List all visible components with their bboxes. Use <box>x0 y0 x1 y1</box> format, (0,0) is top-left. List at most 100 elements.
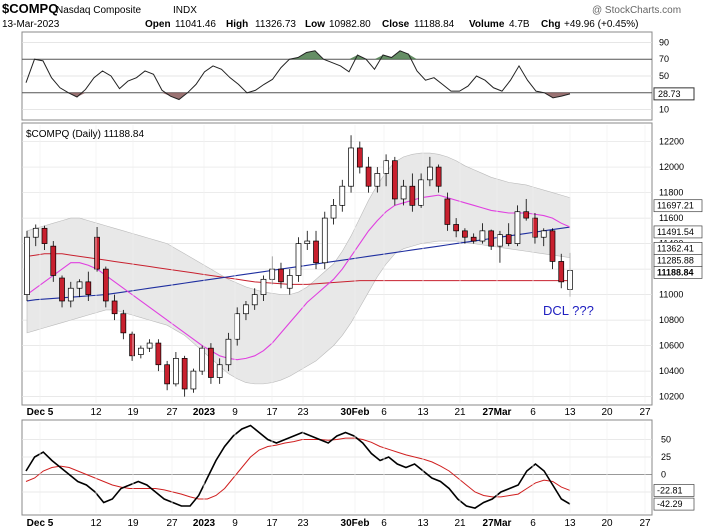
candle-body <box>470 236 477 242</box>
candle-body <box>365 166 372 187</box>
price-tick-label: 12200 <box>659 137 684 147</box>
candle <box>462 228 468 244</box>
candle <box>50 241 57 282</box>
x-tick-label: 30Feb <box>341 518 370 529</box>
candle <box>146 339 153 352</box>
x-tick-label: 13 <box>417 407 429 418</box>
macd-tick-label: 50 <box>661 435 671 445</box>
candle <box>348 135 354 193</box>
price-right-label: 11697.21 <box>657 201 694 211</box>
candle-body <box>383 160 389 174</box>
rsi-layer: 103050709028.73 <box>22 37 695 115</box>
macd-signal-line <box>25 437 571 500</box>
candle-body <box>234 313 241 340</box>
candle-body <box>216 364 223 378</box>
volume-label: Volume <box>469 19 505 30</box>
candle-body <box>199 347 206 372</box>
candle <box>173 351 179 387</box>
macd-line <box>25 424 571 509</box>
candle <box>558 253 565 289</box>
candle-body <box>453 224 459 232</box>
x-axis-layer: Dec 5 Dec 5 12 12 19 19 27 27 2023 2023 9 9 17 17 23 23… <box>27 125 651 529</box>
candle-body <box>321 217 328 264</box>
price-tick-label: 11800 <box>659 188 683 198</box>
x-tick-label: 27 <box>166 518 178 529</box>
candle-body <box>181 358 188 390</box>
candle-body <box>540 230 547 238</box>
candle <box>453 218 459 238</box>
candle-body <box>514 211 521 244</box>
candle-body <box>532 217 538 238</box>
candle <box>409 173 416 212</box>
candle <box>400 179 407 206</box>
candle-body <box>549 230 556 262</box>
candle <box>251 288 258 310</box>
x-tick-label: 19 <box>127 407 139 418</box>
candle-body <box>32 227 39 238</box>
price-tick-label: 12000 <box>659 162 684 172</box>
candle-body <box>304 240 311 244</box>
candle <box>444 192 451 231</box>
candle <box>427 156 433 187</box>
candle <box>138 345 144 359</box>
x-tick-label: 12 <box>90 407 102 418</box>
x-tick-label: 2023 <box>193 407 216 418</box>
candle-body <box>102 268 109 302</box>
candle <box>304 230 311 250</box>
candle <box>365 156 372 193</box>
macd-tick-label: 25 <box>661 452 671 462</box>
rsi-tick-label: 10 <box>659 105 669 115</box>
macd-last-value: -42.29 <box>657 499 683 509</box>
candle <box>549 228 556 270</box>
candle <box>479 223 486 244</box>
candle-body <box>339 185 346 206</box>
price-layer: 1020010400106001080011000112001140011600… <box>22 135 703 402</box>
x-tick-label: 2023 <box>193 518 216 529</box>
candle-body <box>164 364 170 385</box>
candle <box>540 228 547 247</box>
x-tick-label: Dec 5 <box>27 518 54 529</box>
candle-body <box>278 268 284 283</box>
candle-body <box>208 347 214 378</box>
candle <box>32 224 39 247</box>
candle-body <box>374 173 381 187</box>
moving-average-short <box>26 194 571 361</box>
candle-body <box>120 313 127 334</box>
candle-body <box>138 347 144 355</box>
low-label: Low <box>305 19 325 30</box>
price-right-label: 11362.41 <box>657 243 694 253</box>
low-value: 10982.80 <box>329 19 371 30</box>
candle-body <box>155 342 162 366</box>
candle-body <box>190 370 197 390</box>
candle <box>470 233 477 244</box>
candle <box>24 230 30 301</box>
x-tick-label: 19 <box>127 518 139 529</box>
price-tick-label: 11000 <box>659 290 683 300</box>
rsi-tick-label: 70 <box>659 54 669 64</box>
candle-body <box>286 275 293 289</box>
candle-body <box>479 230 486 242</box>
candle <box>514 205 521 247</box>
candle-body <box>313 240 319 264</box>
chart-exchange: INDX <box>173 5 197 16</box>
candle <box>321 211 328 270</box>
price-legend: $COMPQ (Daily) 11188.84 <box>26 129 144 140</box>
x-tick-label: 6 <box>381 407 387 418</box>
candle <box>199 345 206 375</box>
candle-body <box>111 300 118 315</box>
moving-average-long <box>26 253 570 285</box>
candle-body <box>41 227 48 244</box>
candle <box>102 266 109 308</box>
candle <box>391 156 398 206</box>
candle-body <box>348 147 354 187</box>
dcl-annotation: DCL ??? <box>543 303 594 318</box>
open-value: 11041.46 <box>175 19 216 30</box>
candle <box>356 141 363 174</box>
candle <box>532 212 538 244</box>
macd-last-value-box <box>653 497 695 511</box>
x-tick-label: 27 <box>639 407 651 418</box>
candle <box>59 275 65 308</box>
price-tick-label: 10800 <box>659 315 684 325</box>
